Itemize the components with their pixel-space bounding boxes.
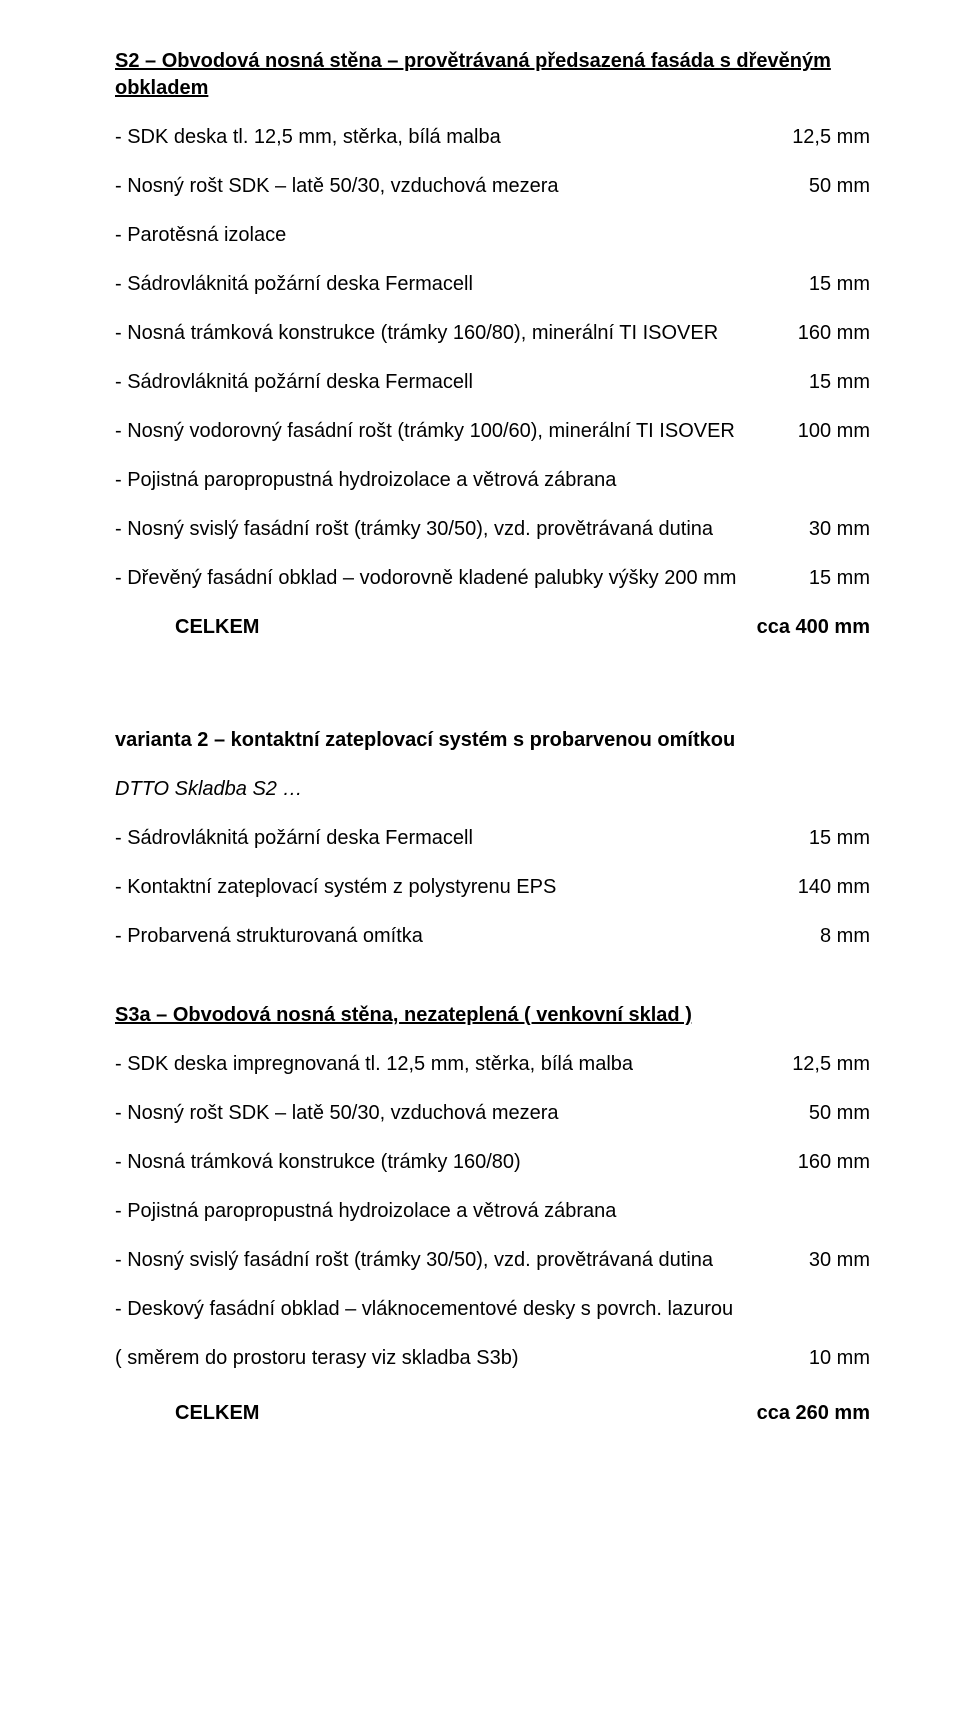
dtto-row: DTTO Skladba S2 … <box>115 776 870 803</box>
spec-row: - Kontaktní zateplovací systém z polysty… <box>115 874 870 901</box>
spec-value: 50 mm <box>809 1100 870 1127</box>
spec-total-value: cca 400 mm <box>757 614 870 641</box>
spec-label: - Dřevěný fasádní obklad – vodorovně kla… <box>115 565 809 592</box>
spec-value: 8 mm <box>820 923 870 950</box>
spec-row: - Pojistná paropropustná hydroizolace a … <box>115 467 870 494</box>
spec-value: 15 mm <box>809 271 870 298</box>
spec-label: - Nosný svislý fasádní rošt (trámky 30/5… <box>115 516 809 543</box>
spec-label: - Nosný rošt SDK – latě 50/30, vzduchová… <box>115 1100 809 1127</box>
spec-total-value: cca 260 mm <box>757 1400 870 1427</box>
spec-row: - Sádrovláknitá požární deska Fermacell … <box>115 369 870 396</box>
spec-row: - Nosný rošt SDK – latě 50/30, vzduchová… <box>115 173 870 200</box>
spec-label: - Pojistná paropropustná hydroizolace a … <box>115 1198 870 1225</box>
spec-row: ( směrem do prostoru terasy viz skladba … <box>115 1345 870 1372</box>
spec-row: - Pojistná paropropustná hydroizolace a … <box>115 1198 870 1225</box>
section-title-s3a: S3a – Obvodová nosná stěna, nezateplená … <box>115 1002 870 1029</box>
spec-total-label: CELKEM <box>115 1400 757 1427</box>
spec-label: - SDK deska impregnovaná tl. 12,5 mm, st… <box>115 1051 792 1078</box>
spec-label: - Deskový fasádní obklad – vláknocemento… <box>115 1296 870 1323</box>
dtto-label: DTTO Skladba S2 … <box>115 776 870 803</box>
spec-label: - Nosná trámková konstrukce (trámky 160/… <box>115 320 798 347</box>
spec-label: ( směrem do prostoru terasy viz skladba … <box>115 1345 809 1372</box>
spec-value: 30 mm <box>809 1247 870 1274</box>
spec-row: - Parotěsná izolace <box>115 222 870 249</box>
spec-total-label: CELKEM <box>115 614 757 641</box>
spec-row: - Dřevěný fasádní obklad – vodorovně kla… <box>115 565 870 592</box>
spec-value: 140 mm <box>798 874 870 901</box>
spec-row: - Nosná trámková konstrukce (trámky 160/… <box>115 320 870 347</box>
spec-label: - Nosný vodorovný fasádní rošt (trámky 1… <box>115 418 798 445</box>
subheading-variant2: varianta 2 – kontaktní zateplovací systé… <box>115 727 870 754</box>
spec-row: - Probarvená strukturovaná omítka 8 mm <box>115 923 870 950</box>
spec-label: - Nosná trámková konstrukce (trámky 160/… <box>115 1149 798 1176</box>
spec-label: - Kontaktní zateplovací systém z polysty… <box>115 874 798 901</box>
spec-label: - Probarvená strukturovaná omítka <box>115 923 820 950</box>
spec-value: 15 mm <box>809 565 870 592</box>
spec-value: 10 mm <box>809 1345 870 1372</box>
spec-row: - Nosný vodorovný fasádní rošt (trámky 1… <box>115 418 870 445</box>
spec-label: - SDK deska tl. 12,5 mm, stěrka, bílá ma… <box>115 124 792 151</box>
spec-label: - Pojistná paropropustná hydroizolace a … <box>115 467 870 494</box>
spec-row: - Deskový fasádní obklad – vláknocemento… <box>115 1296 870 1323</box>
spec-value: 50 mm <box>809 173 870 200</box>
spec-total-row: CELKEM cca 400 mm <box>115 614 870 641</box>
spec-value: 100 mm <box>798 418 870 445</box>
spec-value: 160 mm <box>798 320 870 347</box>
spec-row: - Nosný svislý fasádní rošt (trámky 30/5… <box>115 1247 870 1274</box>
spec-row: - Sádrovláknitá požární deska Fermacell … <box>115 271 870 298</box>
spec-label: - Sádrovláknitá požární deska Fermacell <box>115 369 809 396</box>
spec-label: - Parotěsná izolace <box>115 222 870 249</box>
spec-value: 15 mm <box>809 369 870 396</box>
spec-row: - Nosný rošt SDK – latě 50/30, vzduchová… <box>115 1100 870 1127</box>
spec-row: - SDK deska tl. 12,5 mm, stěrka, bílá ma… <box>115 124 870 151</box>
spec-value: 160 mm <box>798 1149 870 1176</box>
spec-label: - Sádrovláknitá požární deska Fermacell <box>115 271 809 298</box>
spec-label: - Nosný svislý fasádní rošt (trámky 30/5… <box>115 1247 809 1274</box>
spec-value: 15 mm <box>809 825 870 852</box>
spec-label: - Nosný rošt SDK – latě 50/30, vzduchová… <box>115 173 809 200</box>
spec-total-row: CELKEM cca 260 mm <box>115 1400 870 1427</box>
spec-row: - SDK deska impregnovaná tl. 12,5 mm, st… <box>115 1051 870 1078</box>
spec-value: 12,5 mm <box>792 1051 870 1078</box>
spec-row: - Nosný svislý fasádní rošt (trámky 30/5… <box>115 516 870 543</box>
spec-value: 12,5 mm <box>792 124 870 151</box>
spec-label: - Sádrovláknitá požární deska Fermacell <box>115 825 809 852</box>
spec-value: 30 mm <box>809 516 870 543</box>
spec-row: - Sádrovláknitá požární deska Fermacell … <box>115 825 870 852</box>
spec-row: - Nosná trámková konstrukce (trámky 160/… <box>115 1149 870 1176</box>
section-title-s2: S2 – Obvodová nosná stěna – provětrávaná… <box>115 48 870 102</box>
